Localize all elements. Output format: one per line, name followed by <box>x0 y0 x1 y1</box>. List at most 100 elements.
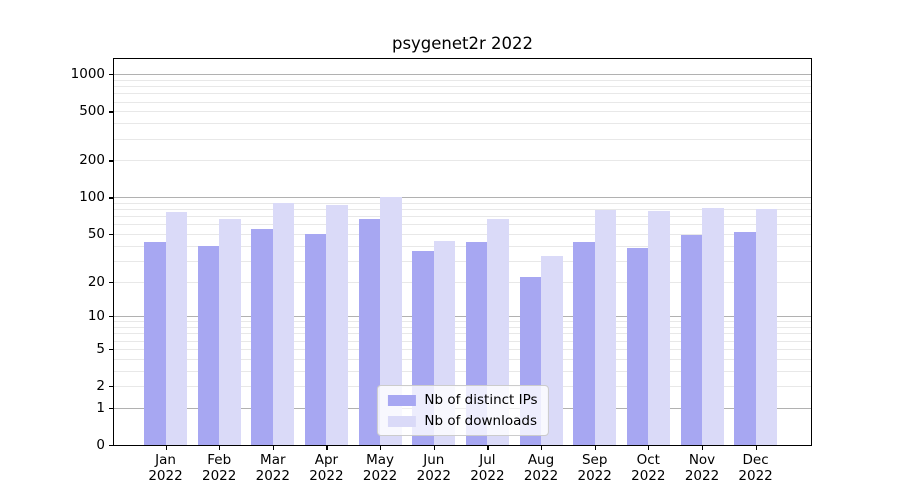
x-tick-mark <box>755 446 757 450</box>
x-tick-mark <box>380 446 382 450</box>
legend: Nb of distinct IPs Nb of downloads <box>376 385 549 436</box>
x-tick-mark <box>594 446 596 450</box>
y-tick-mark <box>109 111 113 113</box>
gridline <box>114 197 811 199</box>
y-tick-mark <box>109 160 113 162</box>
x-tick-label-jan: Jan 2022 <box>148 452 183 484</box>
y-tick-mark <box>109 407 113 409</box>
x-tick-label-oct: Oct 2022 <box>631 452 666 484</box>
y-tick-label: 2 <box>96 378 105 394</box>
bar-distinct-ips-jan <box>144 241 166 445</box>
y-tick-mark <box>109 386 113 388</box>
x-tick-label-aug: Aug 2022 <box>523 452 559 484</box>
bar-distinct-ips-may <box>358 218 381 445</box>
bar-downloads-sep <box>594 209 617 445</box>
plot-area: Nb of distinct IPs Nb of downloads <box>113 58 812 446</box>
y-tick-mark <box>109 348 113 351</box>
bar-distinct-ips-dec <box>734 232 756 445</box>
y-tick-label: 0 <box>96 437 105 453</box>
y-tick-mark <box>109 281 113 283</box>
x-tick-label-sep: Sep 2022 <box>577 452 612 484</box>
gridline <box>114 209 811 211</box>
bar-distinct-ips-mar <box>251 229 273 445</box>
y-tick-mark <box>109 197 113 199</box>
x-tick-label-apr: Apr 2022 <box>309 452 344 484</box>
legend-label-downloads: Nb of downloads <box>424 413 537 429</box>
y-tick-label: 5 <box>96 340 105 357</box>
legend-item-distinct-ips: Nb of distinct IPs <box>387 391 538 409</box>
legend-label-distinct-ips: Nb of distinct IPs <box>424 392 538 408</box>
gridline <box>114 74 811 76</box>
bar-distinct-ips-sep <box>573 241 595 445</box>
chart-title: psygenet2r 2022 <box>391 34 534 53</box>
x-tick-label-jul: Jul 2022 <box>470 452 505 484</box>
bar-downloads-jan <box>165 211 187 445</box>
y-tick-label: 100 <box>79 189 105 206</box>
gridline <box>114 281 811 283</box>
x-tick-mark <box>702 446 704 450</box>
y-tick-mark <box>109 234 113 236</box>
gridline <box>114 93 811 95</box>
x-tick-mark <box>219 446 221 450</box>
y-tick-mark <box>109 74 113 76</box>
gridline <box>114 321 811 323</box>
bar-distinct-ips-feb <box>197 245 220 445</box>
gridline <box>114 348 811 350</box>
gridline <box>114 160 811 162</box>
gridline <box>114 79 811 81</box>
bar-downloads-mar <box>272 202 295 445</box>
gridline <box>114 245 811 247</box>
gridline <box>114 202 811 204</box>
bar-downloads-feb <box>219 219 241 445</box>
bar-downloads-may <box>380 196 402 445</box>
y-tick-mark <box>109 445 113 447</box>
y-tick-mark <box>109 316 113 318</box>
gridline <box>114 316 811 318</box>
bar-downloads-dec <box>755 208 778 445</box>
bar-downloads-oct <box>648 211 670 445</box>
gridline <box>114 224 811 226</box>
y-tick-label: 50 <box>87 226 105 242</box>
x-tick-label-mar: Mar 2022 <box>255 452 290 484</box>
x-tick-mark <box>487 446 489 450</box>
y-tick-label: 200 <box>79 152 105 169</box>
y-tick-label: 500 <box>79 103 105 120</box>
y-tick-label: 1 <box>96 399 105 416</box>
x-tick-mark <box>541 446 543 450</box>
bar-distinct-ips-oct <box>626 248 649 445</box>
x-tick-label-dec: Dec 2022 <box>738 452 773 484</box>
bar-distinct-ips-apr <box>304 234 327 445</box>
x-tick-mark <box>272 446 274 450</box>
legend-item-downloads: Nb of downloads <box>387 412 537 430</box>
gridline <box>114 101 811 103</box>
gridline <box>114 260 811 262</box>
y-tick-label: 1000 <box>70 66 105 83</box>
x-tick-mark <box>648 446 650 450</box>
x-tick-label-may: May 2022 <box>362 452 398 484</box>
gridline <box>114 86 811 88</box>
x-tick-label-nov: Nov 2022 <box>684 452 720 484</box>
bar-downloads-nov <box>702 207 724 445</box>
gridline <box>114 358 811 360</box>
gridline <box>114 333 811 335</box>
x-tick-mark <box>326 446 328 450</box>
x-tick-label-feb: Feb 2022 <box>202 452 237 484</box>
legend-swatch-distinct-ips-icon <box>387 394 416 406</box>
gridline <box>114 327 811 329</box>
x-tick-mark <box>165 446 167 450</box>
y-tick-label: 10 <box>87 308 105 325</box>
x-tick-mark <box>433 446 435 450</box>
gridline <box>114 370 811 372</box>
x-tick-label-jun: Jun 2022 <box>416 452 451 484</box>
gridline <box>114 216 811 218</box>
gridline <box>114 138 811 140</box>
gridline <box>114 234 811 235</box>
bar-downloads-apr <box>326 205 348 445</box>
legend-swatch-downloads-icon <box>387 415 416 427</box>
bar-distinct-ips-nov <box>680 235 702 445</box>
gridline <box>114 340 811 342</box>
y-tick-label: 20 <box>87 273 105 290</box>
gridline <box>114 111 811 113</box>
gridline <box>114 123 811 125</box>
